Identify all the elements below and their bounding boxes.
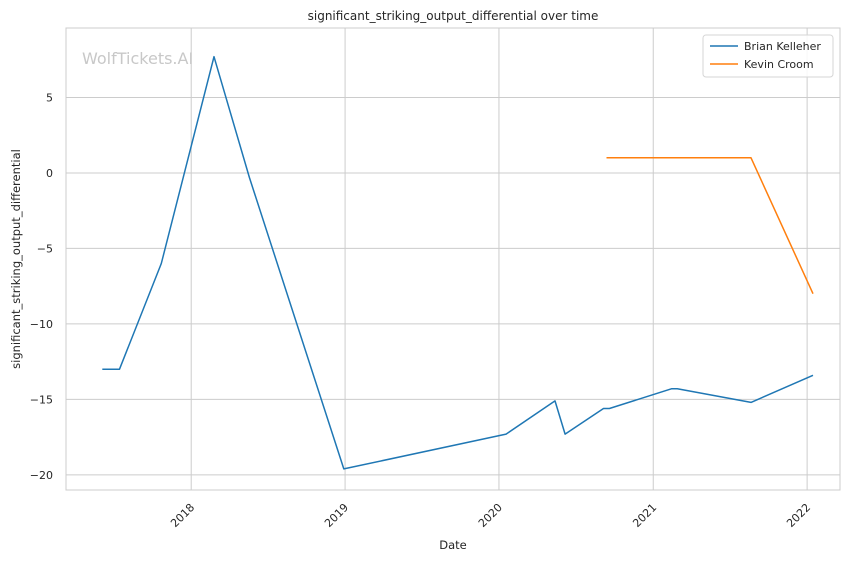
y-tick-label: 5 <box>46 91 53 104</box>
plot-frame <box>65 27 841 491</box>
x-tick-label: 2021 <box>630 501 659 530</box>
x-tick-label: 2022 <box>784 501 813 530</box>
x-tick-label: 2018 <box>168 501 197 530</box>
y-tick-label: −5 <box>37 242 53 255</box>
legend: Brian Kelleher Kevin Croom <box>702 34 834 78</box>
y-axis-title: significant_striking_output_differential <box>9 149 23 369</box>
series-line-kevin-croom <box>606 157 814 295</box>
chart-title: significant_striking_output_differential… <box>308 9 599 23</box>
x-axis-title: Date <box>439 538 467 552</box>
series-line-brian-kelleher <box>102 55 814 470</box>
legend-label-kevin-croom: Kevin Croom <box>744 58 814 71</box>
legend-label-brian-kelleher: Brian Kelleher <box>744 40 821 53</box>
x-tick-label: 2019 <box>322 501 351 530</box>
x-tick-label: 2020 <box>476 501 505 530</box>
y-tick-label: 0 <box>46 167 53 180</box>
y-tick-label: −20 <box>30 469 53 482</box>
watermark-text: WolfTickets.AI <box>82 49 193 68</box>
y-tick-label: −10 <box>30 318 53 331</box>
plot-area <box>65 27 841 491</box>
y-tick-label: −15 <box>30 393 53 406</box>
